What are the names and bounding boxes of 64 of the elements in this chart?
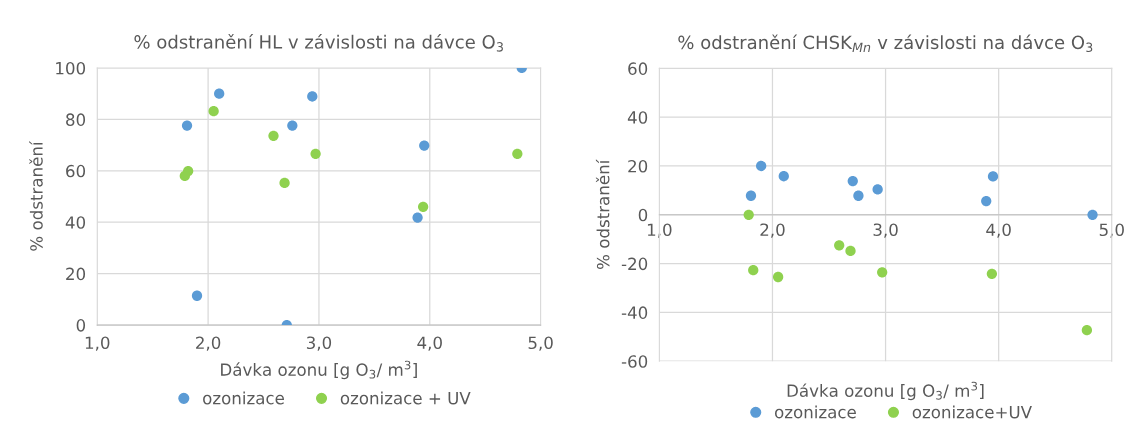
- y-tick-label: 60: [66, 164, 86, 178]
- legend-label: ozonizace + UV: [340, 391, 471, 405]
- x-tick-label: 2,0: [196, 336, 221, 351]
- point: [987, 171, 999, 182]
- point: [834, 240, 845, 251]
- x-axis-title: Dávka ozonu [g O$_{3}$/ m$^{3}$]: [787, 381, 984, 401]
- point: [287, 120, 298, 131]
- y-tick-label: -60: [621, 355, 648, 368]
- point: [743, 209, 754, 220]
- y-tick-label: 40: [65, 216, 86, 229]
- chart-title: % odstranění CHSK$_{Mn}$ v závislosti na dávce O$_{3}$: [678, 34, 1093, 53]
- point: [279, 177, 290, 189]
- y-tick-label: 0: [76, 319, 86, 332]
- point: [310, 148, 321, 159]
- point: [778, 171, 789, 182]
- point: [772, 271, 784, 283]
- point: [191, 290, 203, 301]
- x-tick-label: 3,0: [306, 336, 332, 351]
- point: [417, 201, 429, 212]
- legend-label: ozonizace: [203, 391, 284, 405]
- point: [214, 88, 225, 99]
- x-tick-label: 3,0: [873, 223, 898, 238]
- point: [981, 195, 992, 207]
- y-tick-label: -40: [621, 306, 648, 319]
- point: [412, 212, 423, 223]
- point: [877, 267, 888, 278]
- point: [512, 148, 523, 159]
- point: [268, 130, 279, 141]
- x-tick-label: 2,0: [760, 223, 785, 238]
- x-tick-label: 4,0: [417, 336, 442, 351]
- x-axis-title: Dávka ozonu [g O$_{3}$/ m$^{3}$]: [221, 360, 417, 380]
- y-tick-label: 20: [628, 159, 648, 173]
- point: [419, 140, 430, 151]
- x-tick-label: 5,0: [1099, 223, 1124, 238]
- point: [756, 160, 767, 172]
- y-tick-label: -20: [621, 257, 648, 271]
- point: [847, 175, 858, 187]
- point: [208, 105, 219, 117]
- y-tick-label: 100: [56, 61, 86, 75]
- point: [1087, 209, 1098, 220]
- point: [745, 190, 757, 201]
- y-tick-label: 0: [638, 208, 648, 222]
- x-tick-label: 1,0: [85, 336, 110, 351]
- point: [853, 190, 864, 201]
- y-tick-label: 60: [628, 62, 648, 75]
- point: [181, 120, 193, 131]
- point: [1081, 325, 1093, 336]
- point: [986, 268, 998, 279]
- y-axis-title: % odstranění: [29, 140, 43, 251]
- point: [872, 184, 883, 195]
- point: [845, 245, 856, 257]
- x-tick-label: 4,0: [986, 223, 1011, 238]
- legend-label: ozonizace: [774, 405, 856, 419]
- y-tick-label: 40: [627, 111, 648, 124]
- y-axis-title: % odstranění: [595, 159, 610, 269]
- point: [179, 170, 190, 182]
- point: [748, 265, 759, 276]
- x-tick-label: 5,0: [528, 336, 553, 351]
- legend-label: ozonizace+UV: [912, 405, 1032, 419]
- x-tick-label: 1,0: [647, 223, 672, 238]
- y-tick-label: 80: [66, 113, 86, 126]
- y-tick-label: 20: [66, 267, 86, 281]
- point: [307, 91, 318, 102]
- chart-title: % odstranění HL v závislosti na dávce O$_{3}$: [134, 34, 503, 52]
